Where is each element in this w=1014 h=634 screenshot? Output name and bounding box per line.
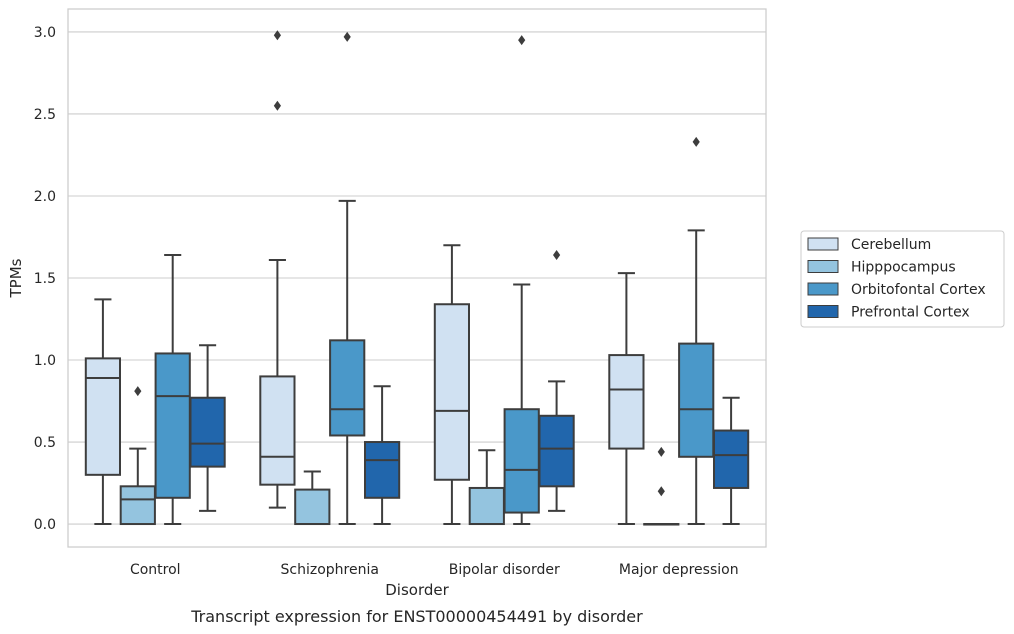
box-iqr bbox=[189, 396, 226, 468]
y-tick-label: 2.5 bbox=[34, 107, 56, 123]
box-iqr bbox=[503, 408, 540, 514]
box-iqr bbox=[84, 357, 122, 476]
legend-swatch bbox=[807, 282, 839, 296]
outlier-point bbox=[273, 100, 281, 111]
box-iqr bbox=[712, 429, 750, 489]
box-iqr bbox=[294, 488, 331, 526]
x-tick-label: Bipolar disorder bbox=[449, 562, 560, 578]
box-prefrontal-cortex bbox=[189, 344, 226, 512]
box-orbitofontal-cortex bbox=[503, 35, 540, 526]
box-cerebellum bbox=[259, 30, 296, 509]
box-orbitofontal-cortex bbox=[154, 254, 191, 526]
box-iqr bbox=[608, 354, 645, 450]
plot-frame bbox=[67, 8, 767, 548]
box-iqr bbox=[329, 339, 366, 437]
legend-frame bbox=[800, 230, 1005, 328]
x-tick-label: Major depression bbox=[619, 562, 739, 578]
x-tick-labels: Control Schizophrenia Bipolar disorder Majo… bbox=[130, 562, 739, 578]
box-iqr bbox=[154, 352, 191, 499]
legend: Cerebellum Hipppocampus Orbitofontal Corte… bbox=[800, 230, 1005, 328]
outlier-point bbox=[273, 30, 281, 41]
box-iqr bbox=[259, 375, 296, 486]
outlier-point bbox=[553, 250, 561, 261]
box-prefrontal-cortex bbox=[538, 250, 575, 512]
y-tick-label: 1.5 bbox=[34, 271, 56, 287]
outlier-point bbox=[134, 386, 142, 397]
legend-swatch bbox=[807, 260, 839, 273]
box-iqr bbox=[433, 303, 471, 481]
box-iqr bbox=[678, 342, 715, 458]
box-hipppocampus bbox=[643, 446, 680, 526]
y-tick-labels: 0.0 0.5 1.0 1.5 2.0 2.5 3.0 bbox=[34, 25, 56, 533]
outlier-point bbox=[657, 486, 665, 497]
legend-entry: Prefrontal Cortex bbox=[851, 305, 970, 321]
chart-caption: Transcript expression for ENST0000045449… bbox=[190, 607, 643, 626]
box-iqr bbox=[538, 414, 575, 488]
legend-swatch bbox=[807, 237, 839, 251]
legend-entry: Cerebellum bbox=[851, 237, 931, 253]
y-tick-label: 0.0 bbox=[34, 517, 56, 533]
box-iqr bbox=[119, 485, 156, 526]
box-orbitofontal-cortex bbox=[329, 31, 366, 526]
x-tick-label: Control bbox=[130, 562, 181, 578]
outlier-point bbox=[518, 35, 526, 46]
box-cerebellum bbox=[608, 272, 645, 526]
box-cerebellum bbox=[433, 244, 471, 526]
box-layer bbox=[84, 30, 750, 526]
outlier-point bbox=[343, 31, 351, 42]
box-iqr bbox=[468, 486, 505, 526]
y-axis-label: TPMs bbox=[7, 258, 25, 298]
box-hipppocampus bbox=[468, 449, 505, 526]
box-orbitofontal-cortex bbox=[678, 136, 715, 526]
box-prefrontal-cortex bbox=[363, 385, 401, 526]
box-hipppocampus bbox=[294, 470, 331, 526]
box-iqr bbox=[363, 441, 401, 499]
outlier-point bbox=[657, 446, 665, 457]
legend-entry: Hipppocampus bbox=[851, 260, 956, 276]
box-cerebellum bbox=[84, 298, 122, 526]
x-axis-label: Disorder bbox=[385, 581, 449, 599]
box-prefrontal-cortex bbox=[712, 396, 750, 526]
y-tick-label: 3.0 bbox=[34, 25, 56, 41]
y-tick-label: 1.0 bbox=[34, 353, 56, 369]
outlier-point bbox=[692, 136, 700, 147]
legend-entry: Orbitofontal Cortex bbox=[851, 282, 986, 298]
box-hipppocampus bbox=[119, 386, 156, 526]
y-tick-label: 2.0 bbox=[34, 189, 56, 205]
legend-swatch bbox=[807, 305, 839, 318]
y-tick-label: 0.5 bbox=[34, 435, 56, 451]
x-tick-label: Schizophrenia bbox=[281, 562, 379, 578]
